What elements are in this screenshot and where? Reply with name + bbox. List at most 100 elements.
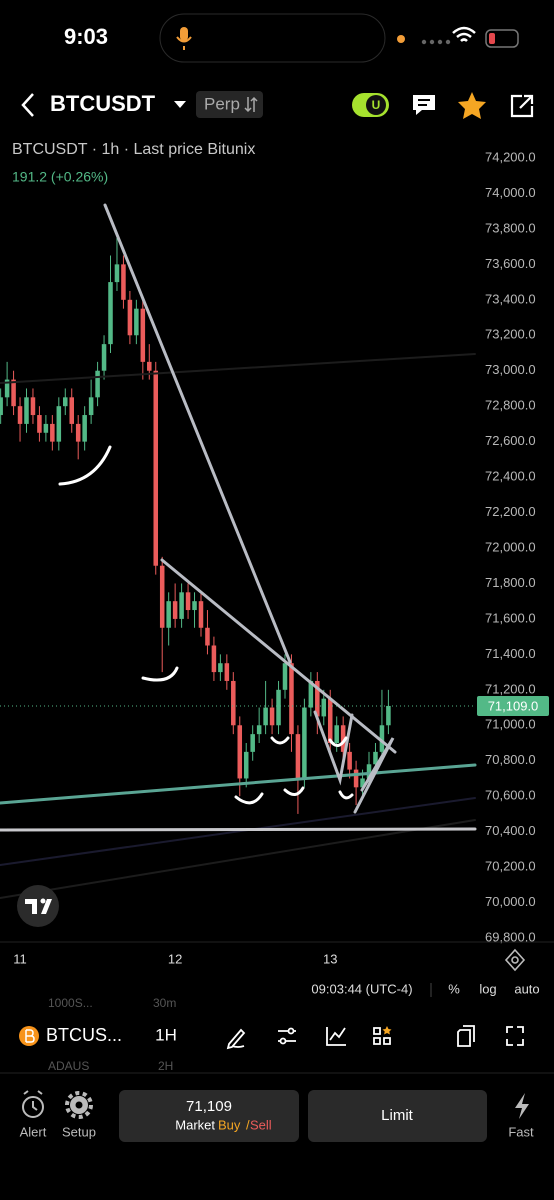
trend-line (0, 353, 476, 384)
sell-label: Sell (250, 1117, 272, 1132)
trend-line (0, 797, 476, 866)
signal (421, 39, 451, 45)
draw-icon[interactable] (226, 1028, 246, 1050)
arc-drawing (328, 736, 348, 747)
share-icon[interactable] (510, 94, 534, 118)
candle-body (308, 680, 314, 708)
candles (0, 237, 391, 814)
alert-icon (23, 1090, 43, 1111)
interval[interactable]: 1H (155, 1025, 177, 1044)
candle-body (69, 397, 74, 424)
auto-toggle[interactable]: auto (514, 981, 539, 996)
templates-icon[interactable] (373, 1027, 391, 1045)
y-tick-label: 72,200.0 (485, 504, 536, 519)
axes: 74,200.0 74,000.0 73,800.0 73,600.0 73,400.0… (0, 149, 549, 966)
candle-body (224, 663, 230, 681)
indicator-settings-icon (279, 1037, 287, 1045)
y-tick-label: 70,600.0 (485, 788, 536, 803)
y-tick-label: 72,600.0 (485, 433, 536, 448)
candle-body (327, 698, 333, 743)
setup-label[interactable]: Setup (62, 1124, 96, 1139)
drawings (0, 203, 477, 899)
trend-line (160, 558, 397, 754)
indicators-icon[interactable] (326, 1027, 346, 1046)
market-button[interactable] (119, 1090, 299, 1142)
favorite-icon[interactable] (458, 92, 486, 119)
btc-icon-mark (25, 1029, 35, 1043)
candle-body (4, 379, 10, 398)
y-tick-label: 73,600.0 (485, 256, 536, 271)
copy-icon[interactable] (457, 1025, 475, 1047)
alert-icon[interactable] (22, 1096, 44, 1118)
candle-body (82, 415, 87, 442)
candle-body (373, 751, 378, 765)
toggle-knob (366, 95, 386, 115)
clock-utc: 09:03:44 (UTC-4) (311, 981, 412, 996)
candle-body (198, 601, 204, 628)
indicator (397, 35, 405, 43)
candle-body (0, 397, 3, 416)
y-tick-label: 74,200.0 (485, 149, 536, 164)
y-tick-label: 71,800.0 (485, 575, 536, 590)
candle-body (17, 406, 23, 424)
back-button[interactable] (21, 93, 34, 117)
y-tick-label: 69,800.0 (485, 929, 536, 944)
candle-body (237, 725, 243, 779)
candle-body (218, 663, 223, 673)
candle-body (134, 308, 139, 336)
percent-toggle[interactable]: % (448, 981, 460, 996)
settings-icon (511, 956, 519, 964)
tv-logo[interactable] (17, 885, 59, 927)
toolbar-icons (226, 1025, 524, 1050)
symbol-dropdown[interactable] (174, 101, 186, 108)
candle-body (11, 379, 16, 407)
candle-body (140, 308, 146, 362)
candle-body (192, 601, 197, 611)
chart-legend: BTCUSDT · 1h · Last price Bitunix (12, 141, 255, 158)
candle-body (24, 397, 29, 424)
x-tick-label: 11 (13, 951, 27, 966)
candle-body (43, 423, 49, 433)
candle-body (334, 725, 339, 743)
y-tick-label: 71,000.0 (485, 717, 536, 732)
perp-badge-label: Perp (204, 94, 240, 113)
mic-icon (176, 36, 192, 50)
buy-label: Buy (218, 1117, 241, 1132)
support-line (0, 827, 477, 832)
y-tick-label: 71,600.0 (485, 610, 536, 625)
fast-label[interactable]: Fast (508, 1124, 534, 1139)
y-tick-label: 70,000.0 (485, 894, 536, 909)
slash: / (246, 1117, 250, 1132)
indicator-settings-icon (287, 1027, 295, 1035)
templates-star (382, 1026, 392, 1035)
candle-body (282, 663, 288, 690)
candle-body (37, 415, 42, 433)
fullscreen-icon[interactable] (506, 1026, 524, 1046)
ghost-symbol: 1000S... (48, 996, 93, 1010)
candle-body (205, 627, 210, 646)
log-toggle[interactable]: log (479, 981, 496, 996)
perp-badge[interactable] (196, 91, 263, 118)
arc-drawing (141, 666, 179, 682)
arc-drawing (338, 790, 354, 800)
last-price-box (477, 695, 549, 716)
settings-icon[interactable] (504, 948, 526, 972)
y-tick-label: 73,800.0 (485, 220, 536, 235)
candle-body (114, 264, 120, 283)
fast-icon[interactable] (515, 1093, 529, 1119)
candle-body (147, 361, 152, 371)
candle-body (108, 282, 113, 345)
wifi (452, 26, 476, 42)
candle-body (302, 707, 307, 779)
toolbar-symbol[interactable]: BTCUS... (46, 1025, 122, 1045)
y-tick-label: 72,800.0 (485, 398, 536, 413)
candle-body (321, 698, 327, 717)
symbol[interactable]: BTCUSDT (50, 91, 156, 116)
candle-body (95, 370, 100, 398)
arc-drawing (283, 786, 305, 796)
candle-body (263, 707, 268, 726)
y-tick-label: 73,000.0 (485, 362, 536, 377)
limit-button[interactable] (308, 1090, 487, 1142)
alert-label[interactable]: Alert (20, 1124, 47, 1139)
